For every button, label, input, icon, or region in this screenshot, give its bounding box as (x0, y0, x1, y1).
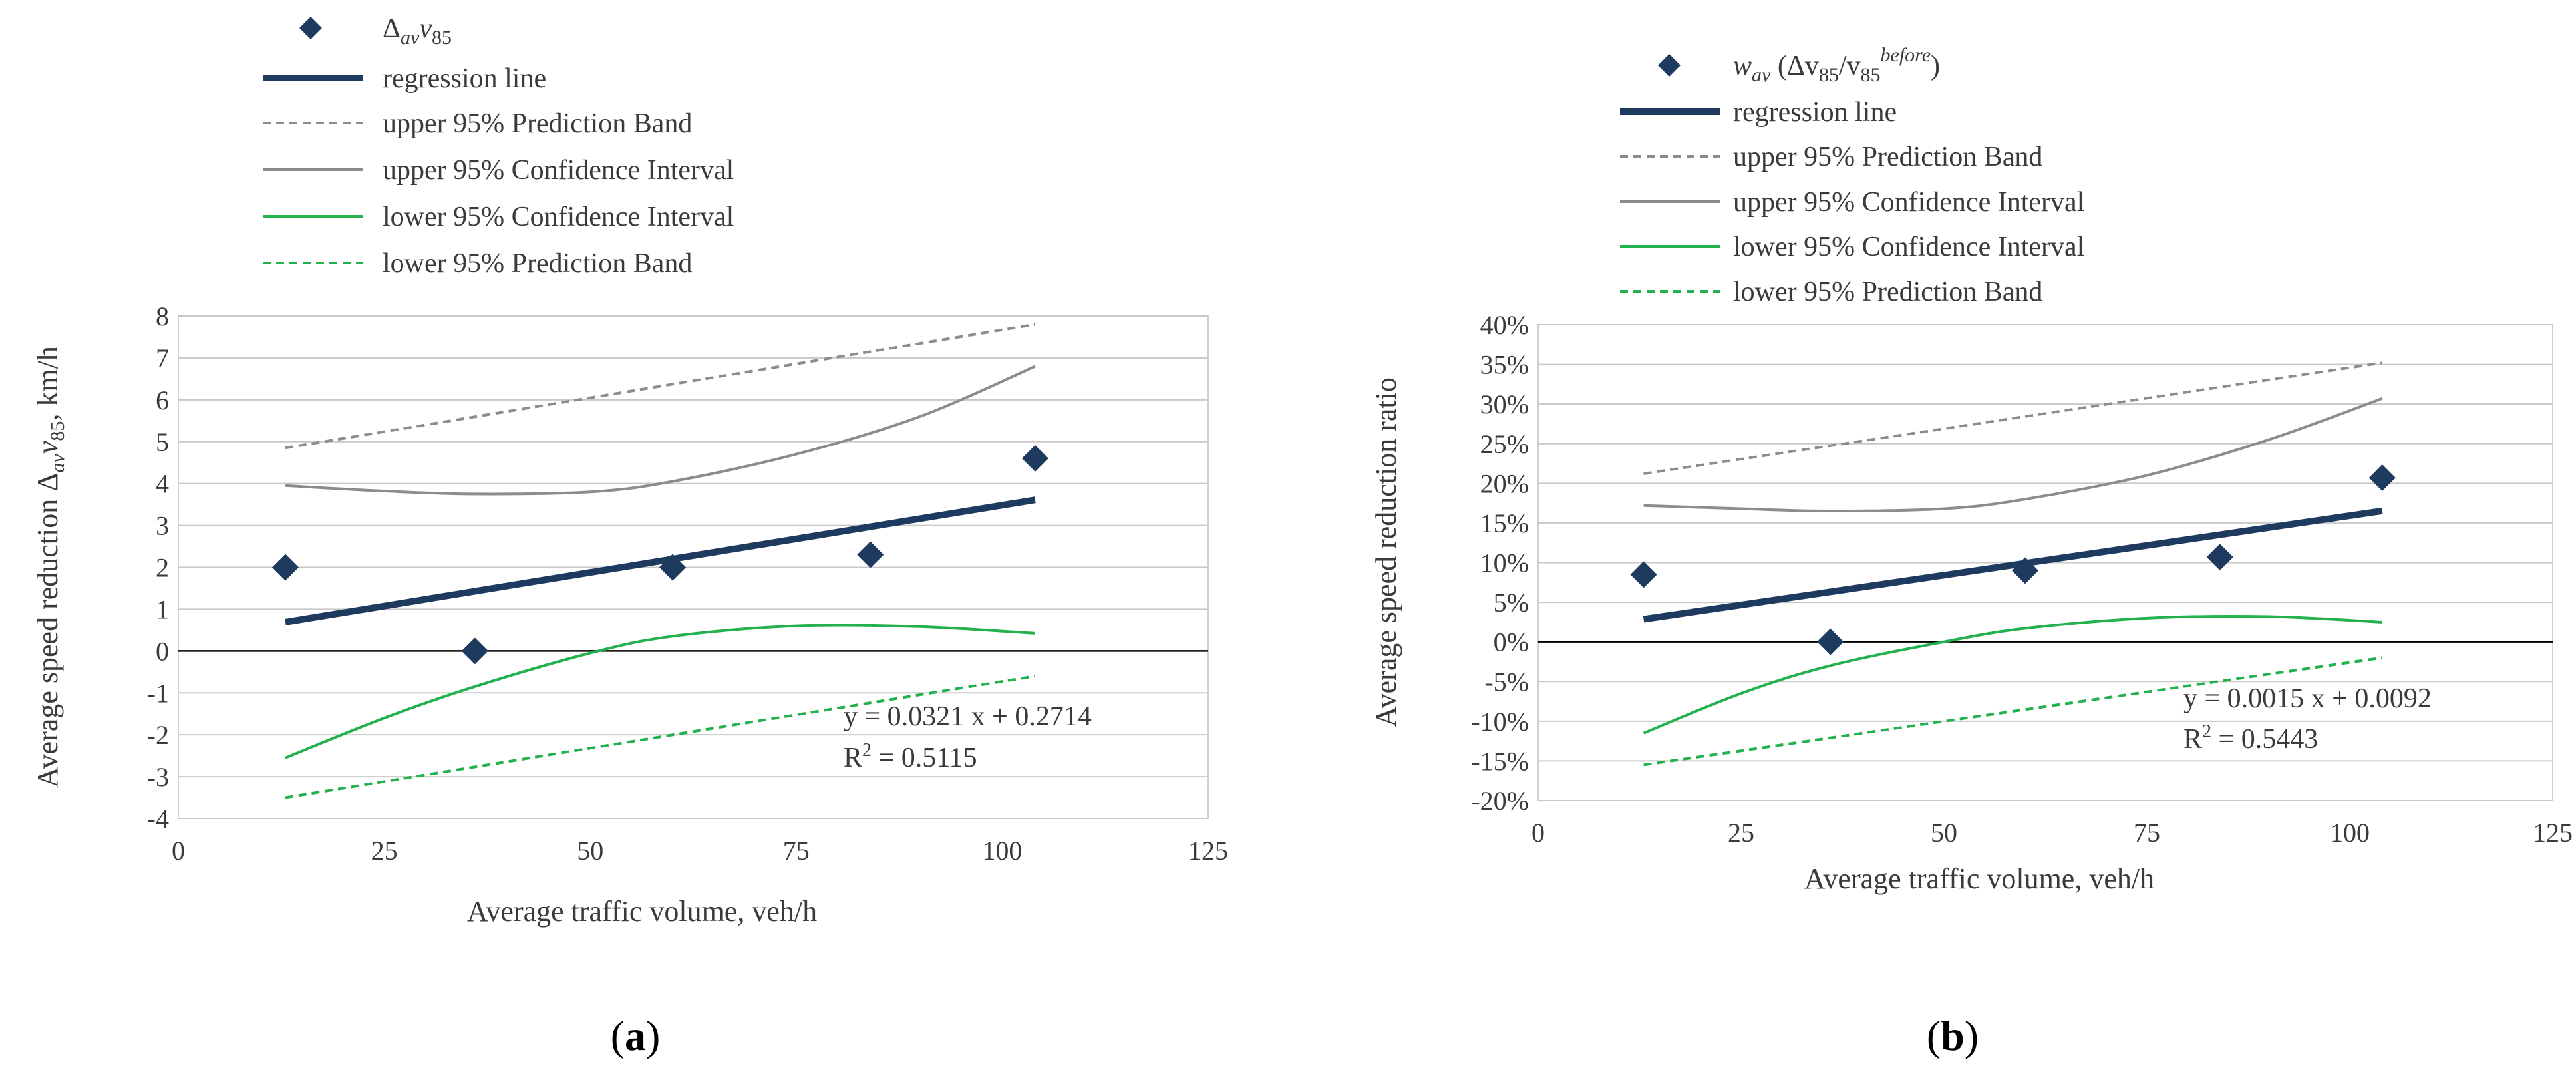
legend-b-regression-label: regression line (1733, 97, 1897, 128)
series-upper-95-prediction-band-a (285, 323, 1036, 450)
data-point-a-0 (271, 554, 299, 581)
y-tick-label-a-12: 8 (156, 301, 169, 331)
data-point-b-4 (2368, 464, 2396, 491)
x-tick-label-a-4: 100 (982, 836, 1022, 866)
x-tick-label-b-2: 50 (1931, 818, 1957, 848)
y-tick-label-b-3: -5% (1484, 667, 1529, 697)
series-lower-95-prediction-band-b (1643, 656, 2383, 767)
y-tick-labels-b: -20% -15% -10% -5% 0% 5% 10% 15% 20% 25% 30% 35% 40% (1471, 310, 1529, 816)
y-axis-title-b: Average speed reduction ratio (1370, 377, 1402, 727)
y-tick-label-a-0: -4 (147, 804, 169, 834)
x-tick-label-a-5: 125 (1188, 836, 1228, 866)
data-point-a-2 (659, 554, 687, 581)
series-regression-line-a (285, 496, 1036, 625)
y-tick-label-a-7: 3 (156, 511, 169, 541)
x-tick-label-a-0: 0 (172, 836, 185, 866)
grid-a (178, 315, 1208, 819)
series-group-b (1643, 361, 2383, 767)
series-lower-95-confidence-interval-b (1643, 615, 2382, 735)
legend-a-marker-swatch (299, 17, 322, 39)
x-tick-label-a-2: 50 (577, 836, 603, 866)
x-tick-label-a-3: 75 (783, 836, 810, 866)
y-tick-labels-a: -4 -3 -2 -1 0 1 2 3 4 5 6 7 8 (147, 301, 169, 834)
r2-a: R2 = 0.5115 (844, 740, 977, 773)
y-axis-title-a: Average speed reduction Δavv85, km/h (31, 346, 69, 788)
series-upper-95-prediction-band-b (1643, 361, 2383, 475)
x-tick-label-a-1: 25 (371, 836, 398, 866)
y-tick-label-a-3: -1 (147, 678, 169, 708)
y-tick-label-b-11: 35% (1480, 350, 1529, 380)
r2-b: R2 = 0.5443 (2183, 721, 2318, 755)
y-tick-label-a-8: 4 (156, 469, 169, 499)
x-tick-label-b-0: 0 (1531, 818, 1545, 848)
y-tick-label-b-0: -20% (1471, 786, 1529, 816)
legend-a-lower-ci-label: lower 95% Confidence Interval (383, 202, 734, 232)
panel-label-a: (a) (611, 1012, 661, 1059)
y-tick-label-b-9: 25% (1480, 429, 1529, 459)
y-tick-label-a-2: -2 (147, 720, 169, 750)
y-tick-label-b-7: 15% (1480, 508, 1529, 538)
y-tick-label-a-5: 1 (156, 594, 169, 624)
panel-label-b: (b) (1927, 1012, 1979, 1059)
y-tick-label-b-5: 5% (1494, 588, 1529, 618)
x-tick-label-b-1: 25 (1728, 818, 1754, 848)
y-tick-label-b-6: 10% (1480, 548, 1529, 578)
series-lower-95-prediction-band-a (285, 675, 1036, 799)
y-tick-label-a-10: 6 (156, 385, 169, 415)
data-point-a-1 (461, 637, 488, 665)
data-point-b-0 (1630, 561, 1657, 588)
legend-a-upper-pb-label: upper 95% Prediction Band (383, 108, 692, 139)
x-tick-label-b-3: 75 (2134, 818, 2160, 848)
x-axis-title-a: Average traffic volume, veh/h (467, 895, 817, 928)
data-point-a-3 (857, 541, 884, 568)
series-lower-95-confidence-interval-a (285, 624, 1036, 759)
x-tick-label-b-4: 100 (2330, 818, 2370, 848)
y-tick-label-b-10: 30% (1480, 389, 1529, 419)
chart-panel-b: wav (Δv85/v85before) regression line upp… (1370, 44, 2573, 1059)
legend-b-lower-ci-label: lower 95% Confidence Interval (1733, 232, 2084, 262)
data-point-b-3 (2206, 544, 2233, 571)
x-tick-labels-a: 0 25 50 75 100 125 (172, 836, 1228, 866)
x-axis-title-b: Average traffic volume, veh/h (1804, 862, 2154, 895)
data-point-b-1 (1817, 628, 1844, 655)
series-group-a (285, 323, 1036, 799)
y-tick-label-b-1: -15% (1471, 746, 1529, 776)
data-point-b-2 (2012, 557, 2038, 584)
legend-b-marker-swatch (1658, 54, 1681, 77)
legend-a-regression-label: regression line (383, 63, 546, 94)
legend-b-marker-label: wav (Δv85/v85before) (1733, 44, 1940, 86)
legend-a-lower-pb-label: lower 95% Prediction Band (383, 248, 692, 279)
legend-a-marker-label: Δavv85 (383, 13, 452, 49)
legend-b-lower-pb-label: lower 95% Prediction Band (1733, 277, 2042, 307)
data-point-a-4 (1021, 445, 1048, 472)
legend-b-upper-ci-label: upper 95% Confidence Interval (1733, 187, 2084, 218)
y-tick-label-a-4: 0 (156, 636, 169, 666)
series-regression-line-b (1643, 507, 2383, 623)
y-tick-label-a-6: 2 (156, 553, 169, 583)
points-group-a (271, 445, 1048, 665)
x-tick-labels-b: 0 25 50 75 100 125 (1531, 818, 2573, 848)
chart-panel-a: Δavv85 regression line upper 95% Predict… (31, 13, 1228, 1059)
y-tick-label-a-11: 7 (156, 343, 169, 373)
series-upper-95-confidence-interval-a (285, 365, 1036, 496)
points-group-b (1630, 464, 2396, 655)
x-tick-label-b-5: 125 (2533, 818, 2573, 848)
y-tick-label-b-4: 0% (1494, 627, 1529, 657)
y-tick-label-b-8: 20% (1480, 468, 1529, 498)
legend-a: Δavv85 regression line upper 95% Predict… (263, 13, 734, 279)
equation-a: y = 0.0321 x + 0.2714 (844, 701, 1092, 732)
y-tick-label-b-2: -10% (1471, 707, 1529, 737)
y-tick-label-b-12: 40% (1480, 310, 1529, 340)
y-tick-label-a-1: -3 (147, 762, 169, 792)
y-tick-label-a-9: 5 (156, 427, 169, 457)
series-upper-95-confidence-interval-b (1643, 397, 2383, 513)
legend-a-upper-ci-label: upper 95% Confidence Interval (383, 155, 734, 186)
legend-b: wav (Δv85/v85before) regression line upp… (1620, 44, 2084, 307)
equation-b: y = 0.0015 x + 0.0092 (2183, 683, 2432, 714)
legend-b-upper-pb-label: upper 95% Prediction Band (1733, 142, 2042, 172)
